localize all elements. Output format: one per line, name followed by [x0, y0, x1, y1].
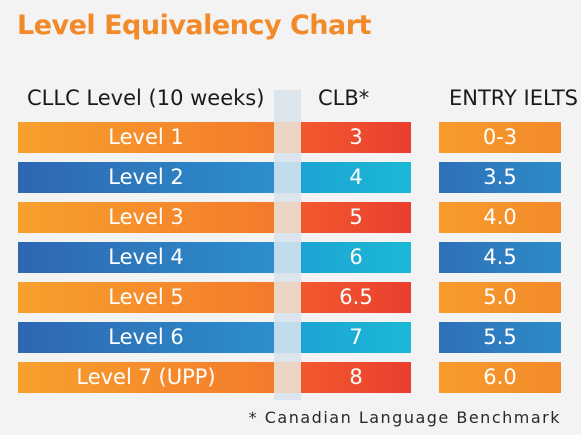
clb-cell: 7: [301, 322, 411, 353]
gap-cell: [274, 282, 301, 313]
ielts-cell: 5.5: [439, 322, 561, 353]
table-row: Level 1 3 0-3: [0, 122, 581, 153]
gap-cell: [274, 362, 301, 393]
table-row: Level 2 4 3.5: [0, 162, 581, 193]
table-row: Level 7 (UPP) 8 6.0: [0, 362, 581, 393]
ielts-cell: 3.5: [439, 162, 561, 193]
ielts-cell: 5.0: [439, 282, 561, 313]
ielts-cell: 4.5: [439, 242, 561, 273]
level-cell: Level 7 (UPP): [18, 362, 274, 393]
table-row: Level 6 7 5.5: [0, 322, 581, 353]
level-cell: Level 1: [18, 122, 274, 153]
gap-cell: [274, 322, 301, 353]
clb-cell: 5: [301, 202, 411, 233]
clb-cell: 6.5: [301, 282, 411, 313]
ielts-cell: 4.0: [439, 202, 561, 233]
level-cell: Level 4: [18, 242, 274, 273]
footnote: * Canadian Language Benchmark: [248, 408, 561, 427]
level-cell: Level 6: [18, 322, 274, 353]
column-header-ielts: ENTRY IELTS: [449, 86, 578, 110]
level-cell: Level 3: [18, 202, 274, 233]
ielts-cell: 6.0: [439, 362, 561, 393]
clb-cell: 8: [301, 362, 411, 393]
gap-cell: [274, 122, 301, 153]
column-header-level: CLLC Level (10 weeks): [27, 86, 265, 110]
table-row: Level 4 6 4.5: [0, 242, 581, 273]
page-title: Level Equivalency Chart: [17, 10, 371, 41]
gap-cell: [274, 202, 301, 233]
table-row: Level 5 6.5 5.0: [0, 282, 581, 313]
clb-cell: 3: [301, 122, 411, 153]
level-cell: Level 2: [18, 162, 274, 193]
clb-cell: 4: [301, 162, 411, 193]
table-row: Level 3 5 4.0: [0, 202, 581, 233]
gap-cell: [274, 162, 301, 193]
gap-cell: [274, 242, 301, 273]
clb-cell: 6: [301, 242, 411, 273]
level-cell: Level 5: [18, 282, 274, 313]
column-header-clb: CLB*: [318, 86, 370, 110]
ielts-cell: 0-3: [439, 122, 561, 153]
